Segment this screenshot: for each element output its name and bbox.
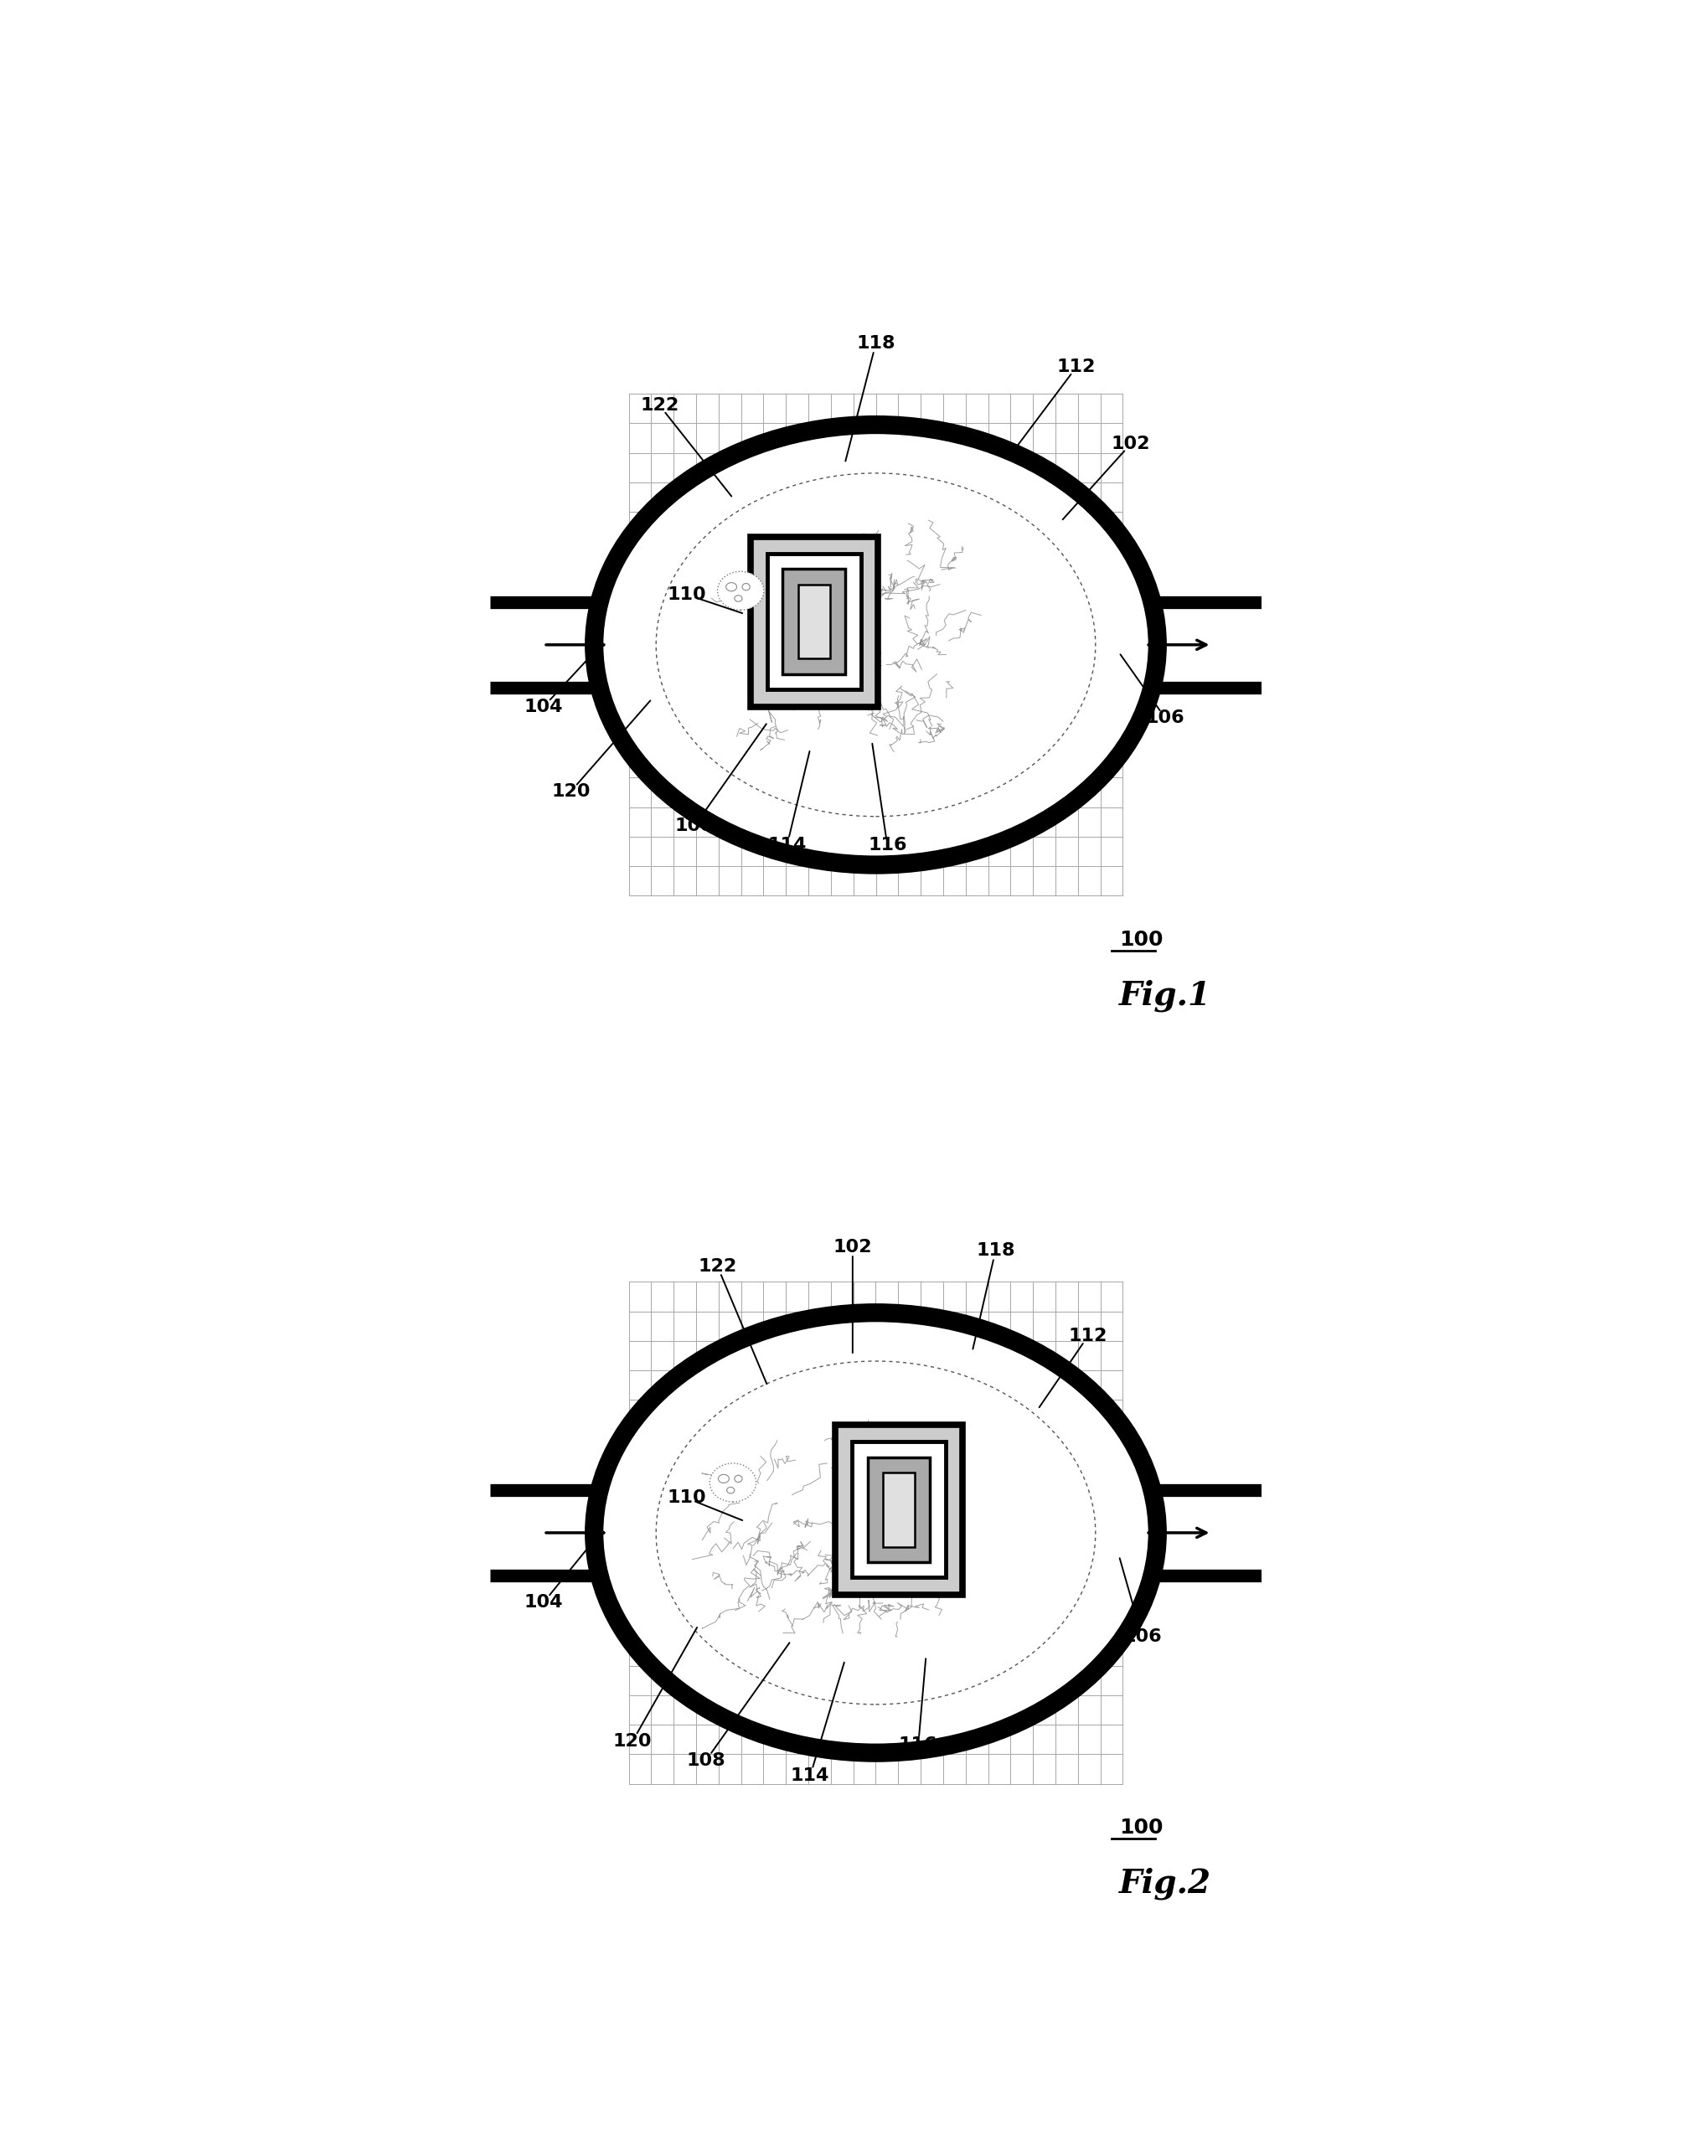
Text: 118: 118 [856,336,895,351]
Ellipse shape [717,571,763,610]
Bar [750,537,878,707]
Text: 114: 114 [791,1768,828,1785]
Bar [852,1442,945,1578]
Text: 122: 122 [699,1257,736,1274]
Text: 108: 108 [675,817,714,834]
Bar [782,569,845,675]
Bar [883,1473,914,1546]
Text: 114: 114 [767,837,806,854]
Ellipse shape [594,1313,1156,1753]
Bar [835,1425,962,1595]
Text: 110: 110 [666,1490,705,1507]
Text: 122: 122 [640,397,678,414]
Text: 106: 106 [1146,709,1184,727]
Text: 106: 106 [1122,1628,1161,1645]
Ellipse shape [594,425,1156,865]
Text: 116: 116 [898,1738,938,1753]
Text: 110: 110 [666,586,705,604]
Text: Fig.1: Fig.1 [1119,979,1211,1011]
Bar [767,554,861,690]
Text: 120: 120 [552,783,589,800]
Bar [868,1457,929,1563]
Text: 112: 112 [1057,358,1095,375]
Text: 104: 104 [524,699,564,716]
Text: 102: 102 [834,1240,871,1255]
Ellipse shape [709,1464,755,1503]
Text: 100: 100 [1119,1818,1163,1837]
Text: 104: 104 [524,1593,564,1611]
Text: 108: 108 [687,1753,726,1768]
Text: 116: 116 [868,837,907,854]
Bar [798,584,830,660]
Text: 118: 118 [975,1242,1015,1259]
Text: 120: 120 [613,1733,652,1751]
Text: Fig.2: Fig.2 [1119,1867,1211,1899]
Text: 100: 100 [1119,929,1163,951]
Text: 112: 112 [1068,1328,1107,1343]
Text: 102: 102 [1110,436,1149,453]
